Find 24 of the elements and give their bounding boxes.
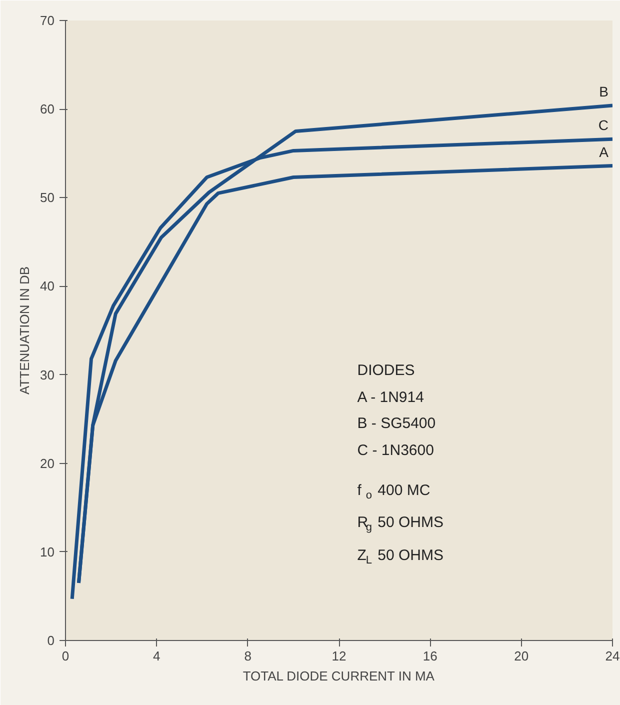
series-label: C bbox=[598, 117, 609, 134]
series-label: B bbox=[599, 84, 609, 100]
y-tick-label: 10 bbox=[40, 544, 55, 560]
x-tick-label: 0 bbox=[62, 648, 70, 664]
annotation: B - SG5400 bbox=[357, 415, 436, 432]
y-tick-label: 20 bbox=[40, 456, 55, 471]
x-axis-title: TOTAL DIODE CURRENT IN MA bbox=[242, 668, 435, 684]
y-tick-label: 50 bbox=[40, 190, 55, 206]
x-tick-label: 24 bbox=[605, 648, 620, 664]
x-tick-label: 8 bbox=[244, 648, 252, 664]
x-tick-label: 4 bbox=[153, 648, 160, 664]
y-tick-label: 0 bbox=[47, 633, 55, 648]
y-tick-label: 60 bbox=[40, 102, 55, 117]
x-tick-label: 20 bbox=[514, 648, 529, 664]
annotation: C - 1N3600 bbox=[357, 442, 434, 459]
x-tick-label: 12 bbox=[332, 648, 346, 664]
y-axis-title: ATTENUATION IN DB bbox=[17, 266, 32, 395]
y-tick-label: 30 bbox=[40, 367, 55, 382]
annotation: DIODES bbox=[357, 362, 415, 379]
x-tick-label: 16 bbox=[422, 648, 438, 664]
y-tick-label: 40 bbox=[40, 278, 55, 294]
y-tick-label: 70 bbox=[40, 13, 55, 28]
annotation: A - 1N914 bbox=[357, 389, 424, 406]
series-label: A bbox=[599, 144, 610, 160]
